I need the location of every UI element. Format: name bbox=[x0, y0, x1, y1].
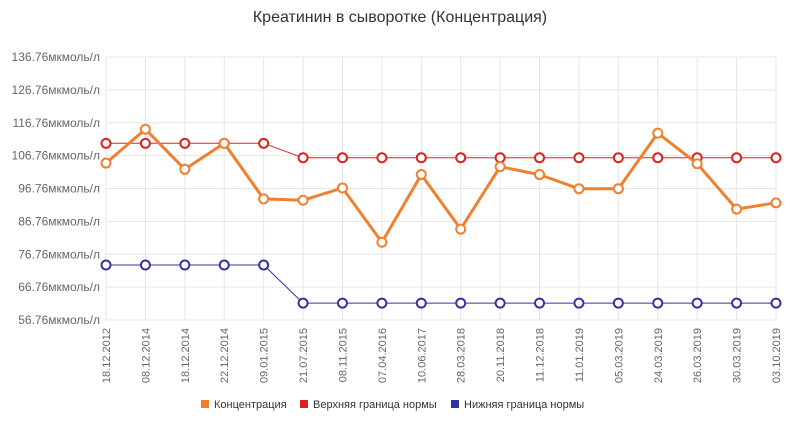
data-point bbox=[573, 183, 585, 195]
x-tick-label: 28.03.2018 bbox=[456, 328, 468, 383]
data-point bbox=[258, 193, 270, 205]
data-point bbox=[376, 236, 388, 248]
data-point bbox=[336, 297, 348, 309]
x-tick-label: 22.12.2014 bbox=[219, 328, 231, 383]
x-tick-label: 09.01.2015 bbox=[259, 328, 271, 383]
data-point bbox=[258, 137, 270, 149]
x-tick-label: 07.04.2016 bbox=[377, 328, 389, 383]
data-point bbox=[139, 259, 151, 271]
legend-label: Верхняя граница нормы bbox=[313, 399, 437, 411]
x-tick-label: 03.10.2019 bbox=[771, 328, 783, 383]
legend-label: Нижняя граница нормы bbox=[464, 399, 584, 411]
legend-swatch bbox=[300, 400, 308, 408]
data-point bbox=[731, 203, 743, 215]
data-point bbox=[652, 297, 664, 309]
data-point bbox=[376, 152, 388, 164]
data-point bbox=[336, 182, 348, 194]
legend-swatch bbox=[201, 400, 209, 408]
data-point bbox=[494, 297, 506, 309]
x-tick-label: 20.11.2018 bbox=[495, 328, 507, 382]
y-tick-label: 76.76мкмоль/л bbox=[18, 247, 100, 261]
legend-swatch bbox=[451, 400, 459, 408]
data-point bbox=[652, 152, 664, 164]
y-tick-label: 96.76мкмоль/л bbox=[18, 182, 100, 196]
x-tick-label: 21.07.2015 bbox=[298, 328, 310, 383]
data-point bbox=[573, 152, 585, 164]
x-tick-label: 11.01.2019 bbox=[574, 328, 586, 382]
data-point bbox=[455, 223, 467, 235]
y-tick-label: 66.76мкмоль/л bbox=[18, 280, 100, 294]
y-tick-label: 56.76мкмоль/л bbox=[18, 313, 100, 327]
data-point bbox=[652, 127, 664, 139]
series bbox=[100, 123, 782, 309]
legend: Концентрация Верхняя граница нормы Нижняя … bbox=[201, 399, 584, 411]
data-point bbox=[139, 123, 151, 135]
data-point bbox=[691, 297, 703, 309]
y-tick-label: 106.76мкмоль/л bbox=[12, 149, 100, 163]
data-point bbox=[218, 137, 230, 149]
data-point bbox=[415, 169, 427, 181]
x-tick-label: 30.03.2019 bbox=[732, 328, 744, 383]
y-tick-label: 116.76мкмоль/л bbox=[12, 116, 100, 130]
data-point bbox=[691, 158, 703, 170]
series-line bbox=[106, 264, 776, 304]
chart-title: Креатинин в сыворотке (Концентрация) bbox=[253, 9, 547, 26]
data-point bbox=[731, 152, 743, 164]
data-point bbox=[179, 137, 191, 149]
data-point bbox=[100, 137, 112, 149]
data-point bbox=[415, 152, 427, 164]
x-tick-label: 05.03.2019 bbox=[613, 328, 625, 383]
x-tick-label: 18.12.2014 bbox=[180, 328, 192, 383]
data-point bbox=[297, 194, 309, 206]
x-tick-label: 18.12.2012 bbox=[101, 328, 113, 383]
data-point bbox=[258, 259, 270, 271]
grid bbox=[105, 56, 777, 321]
legend-label: Концентрация bbox=[214, 399, 287, 411]
y-tick-label: 136.76мкмоль/л bbox=[12, 50, 100, 64]
y-tick-label: 86.76мкмоль/л bbox=[18, 214, 100, 228]
data-point bbox=[336, 152, 348, 164]
y-tick-label: 126.76мкмоль/л bbox=[12, 83, 100, 97]
data-point bbox=[534, 169, 546, 181]
data-point bbox=[612, 152, 624, 164]
data-point bbox=[534, 297, 546, 309]
data-point bbox=[770, 197, 782, 209]
x-tick-label: 08.11.2015 bbox=[337, 328, 349, 382]
data-point bbox=[494, 161, 506, 173]
data-point bbox=[612, 183, 624, 195]
data-point bbox=[770, 297, 782, 309]
data-point bbox=[612, 297, 624, 309]
x-tick-label: 08.12.2014 bbox=[140, 328, 152, 383]
data-point bbox=[376, 297, 388, 309]
data-point bbox=[297, 297, 309, 309]
data-point bbox=[218, 259, 230, 271]
x-tick-label: 10.06.2017 bbox=[416, 328, 428, 383]
series-line bbox=[105, 127, 777, 244]
data-point bbox=[455, 297, 467, 309]
x-tick-label: 26.03.2019 bbox=[692, 328, 704, 383]
data-point bbox=[731, 297, 743, 309]
x-tick-label: 11.12.2018 bbox=[535, 328, 547, 382]
data-point bbox=[100, 157, 112, 169]
data-point bbox=[573, 297, 585, 309]
data-point bbox=[179, 163, 191, 175]
data-point bbox=[100, 259, 112, 271]
data-point bbox=[534, 152, 546, 164]
data-point bbox=[179, 259, 191, 271]
data-point bbox=[415, 297, 427, 309]
data-point bbox=[455, 152, 467, 164]
data-point bbox=[770, 152, 782, 164]
axes: 56.76мкмоль/л 66.76мкмоль/л 76.76мкмоль/л 8… bbox=[12, 50, 783, 383]
data-point bbox=[494, 152, 506, 164]
data-point bbox=[297, 152, 309, 164]
data-point bbox=[139, 137, 151, 149]
x-tick-label: 24.03.2019 bbox=[653, 328, 665, 383]
series-line bbox=[106, 142, 776, 159]
